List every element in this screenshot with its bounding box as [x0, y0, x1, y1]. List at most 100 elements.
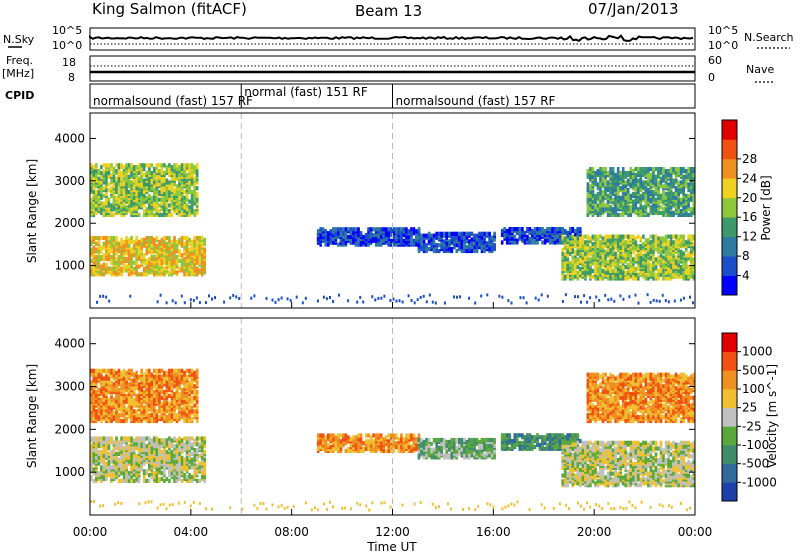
echo-cell	[591, 234, 595, 239]
echo-cell	[684, 274, 688, 279]
echo-cell	[672, 272, 675, 277]
echo-cell	[619, 186, 622, 191]
echo-cell	[92, 235, 96, 241]
echo-cell	[644, 238, 648, 243]
echo-cell	[637, 301, 640, 305]
echo-cell	[135, 467, 138, 472]
echo-cell	[188, 163, 191, 168]
echo-cell	[652, 203, 655, 208]
echo-cell	[616, 212, 620, 217]
echo-cell	[511, 227, 514, 232]
echo-cell	[127, 471, 131, 476]
echo-cell	[120, 463, 123, 468]
echo-cell	[626, 170, 630, 176]
echo-cell	[659, 176, 663, 181]
echo-cell	[410, 231, 413, 236]
echo-cell	[145, 444, 149, 449]
echo-cell	[347, 234, 350, 240]
echo-cell	[649, 199, 653, 204]
echo-cell	[140, 467, 143, 472]
freq-label: Freq.	[6, 54, 33, 67]
echo-cell	[178, 249, 181, 254]
echo-cell	[677, 167, 680, 172]
echo-cell	[667, 234, 670, 239]
echo-cell	[591, 268, 595, 273]
echo-cell	[153, 191, 156, 196]
echo-cell	[173, 478, 176, 483]
echo-cell	[145, 199, 149, 204]
echo-cell	[286, 297, 289, 301]
echo-cell	[352, 227, 355, 232]
echo-cell	[594, 249, 597, 254]
echo-cell	[642, 180, 645, 185]
echo-cell	[158, 203, 161, 208]
echo-cell	[690, 210, 693, 216]
echo-cell	[195, 448, 199, 453]
echo-cell	[362, 234, 365, 240]
echo-cell	[163, 170, 166, 176]
echo-cell	[155, 264, 159, 269]
echo-cell	[180, 449, 184, 455]
echo-cell	[430, 237, 433, 242]
echo-cell	[634, 178, 638, 183]
echo-cell	[425, 233, 428, 238]
echo-cell	[389, 299, 392, 302]
echo-cell	[591, 253, 595, 258]
echo-cell	[170, 188, 174, 193]
echo-cell	[100, 264, 103, 269]
echo-cell	[621, 195, 625, 200]
echo-cell	[586, 249, 590, 254]
echo-cell	[500, 232, 504, 237]
echo-cell	[644, 268, 648, 273]
echo-cell	[155, 169, 159, 174]
echo-cell	[569, 227, 572, 232]
echo-cell	[185, 272, 189, 277]
echo-cell	[498, 294, 501, 298]
echo-cell	[188, 442, 191, 447]
echo-cell	[601, 209, 605, 214]
echo-cell	[112, 207, 116, 212]
echo-cell	[644, 249, 648, 254]
echo-cell	[142, 253, 146, 258]
echo-cell	[125, 268, 128, 273]
echo-cell	[569, 247, 572, 252]
echo-cell	[337, 231, 340, 236]
echo-cell	[105, 295, 108, 299]
echo-cell	[574, 263, 577, 268]
echo-cell	[647, 188, 650, 193]
echo-cell	[304, 296, 307, 300]
echo-cell	[445, 241, 448, 246]
echo-cell	[271, 298, 274, 302]
echo-cell	[173, 256, 176, 262]
y-tick-label: 4000	[54, 131, 85, 145]
echo-cell	[684, 253, 688, 258]
echo-cell	[117, 457, 121, 462]
colorbar-swatch	[722, 197, 737, 218]
echo-cell	[90, 251, 93, 256]
echo-cell	[682, 234, 685, 239]
echo-cell	[180, 235, 184, 241]
echo-cell	[634, 172, 638, 177]
echo-cell	[115, 251, 118, 256]
echo-cell	[102, 436, 106, 441]
echo-cell	[649, 182, 653, 187]
echo-cell	[599, 189, 602, 195]
echo-cell	[626, 178, 630, 183]
echo-cell	[155, 199, 159, 204]
echo-cell	[369, 227, 373, 232]
echo-cell	[420, 245, 423, 250]
nsearch-tick-top: 10^5	[708, 24, 738, 37]
echo-cell	[107, 368, 111, 373]
echo-cell	[195, 296, 198, 300]
echo-cell	[690, 268, 693, 273]
echo-cell	[183, 448, 186, 453]
echo-cell	[112, 174, 116, 179]
echo-cell	[193, 176, 196, 181]
echo-cell	[168, 264, 171, 269]
echo-cell	[583, 294, 586, 298]
echo-cell	[468, 247, 471, 252]
echo-cell	[652, 263, 655, 268]
echo-cell	[637, 272, 640, 277]
nsky-tick-top: 10^5	[52, 24, 82, 37]
echo-cell	[632, 276, 635, 281]
